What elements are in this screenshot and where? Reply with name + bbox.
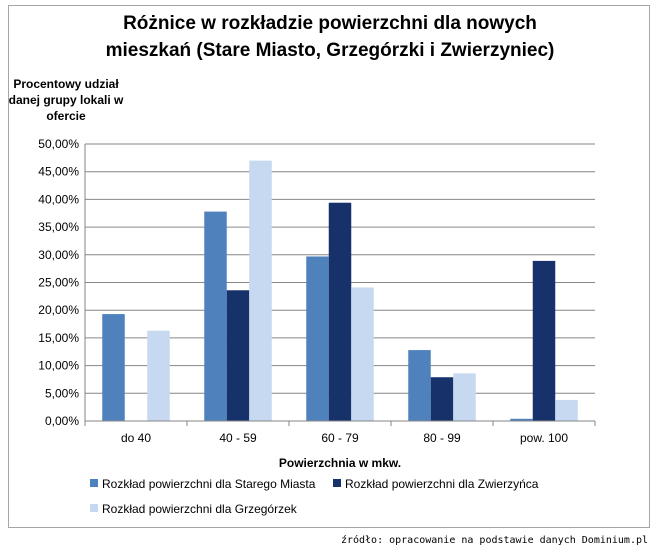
x-tick-labels: do 40 40 - 59 60 - 79 80 - 99 pow. 100	[121, 431, 568, 445]
bar	[453, 373, 476, 421]
bar	[102, 314, 125, 421]
gridlines	[85, 143, 595, 394]
y-tick-labels: 0,00% 5,00% 10,00% 15,00% 20,00% 25,00% 30,00%…	[38, 137, 79, 428]
legend-label-grzegorzki: Rozkład powierzchni dla Grzegórzek	[102, 502, 298, 516]
y-tick-label: 10,00%	[38, 359, 79, 373]
bar	[328, 202, 352, 421]
legend-swatch-zwierzyniec	[333, 479, 341, 487]
x-axis-label: Powierzchnia w mkw.	[279, 456, 401, 470]
y-tick-label: 20,00%	[38, 303, 79, 317]
y-tick-label: 40,00%	[38, 192, 79, 206]
y-axis-label-line-1: Procentowy udział	[13, 77, 119, 91]
legend-label-zwierzyniec: Rozkład powierzchni dla Zwierzyńca	[345, 477, 539, 491]
bar	[555, 399, 578, 421]
y-tick-label: 45,00%	[38, 165, 79, 179]
bar	[408, 350, 431, 421]
legend-swatch-stare-miasto	[90, 479, 98, 487]
bar	[204, 211, 227, 421]
axes	[84, 144, 596, 426]
chart-title-line-1: Różnice w rozkładzie powierzchni dla now…	[123, 13, 537, 34]
x-tick-label: 40 - 59	[219, 431, 257, 445]
legend-label-stare-miasto: Rozkład powierzchni dla Starego Miasta	[102, 477, 316, 491]
y-tick-label: 35,00%	[38, 220, 79, 234]
legend: Rozkład powierzchni dla Starego Miasta R…	[90, 477, 539, 516]
bar	[226, 290, 250, 421]
y-tick-label: 25,00%	[38, 276, 79, 290]
bars	[102, 160, 578, 421]
bar	[147, 330, 170, 421]
x-tick-label: 60 - 79	[321, 431, 359, 445]
bar	[351, 287, 374, 421]
y-tick-label: 30,00%	[38, 248, 79, 262]
x-tick-label: 80 - 99	[423, 431, 461, 445]
bar	[430, 377, 454, 421]
y-tick-label: 15,00%	[38, 331, 79, 345]
x-tick-label: do 40	[121, 431, 151, 445]
y-axis-label-line-3: ofercie	[46, 109, 86, 123]
y-axis-label-line-2: danej grupy lokali w	[9, 93, 124, 107]
bar	[532, 260, 556, 421]
bar	[306, 256, 329, 421]
chart-title-line-2: mieszkań (Stare Miasto, Grzegórzki i Zwi…	[106, 40, 555, 61]
bar	[249, 160, 272, 421]
legend-swatch-grzegorzki	[90, 504, 98, 512]
y-tick-label: 0,00%	[45, 414, 79, 428]
y-tick-label: 50,00%	[38, 137, 79, 151]
bar	[510, 418, 533, 421]
source-note: źródło: opracowanie na podstawie danych …	[340, 535, 648, 546]
x-tick-label: pow. 100	[520, 431, 568, 445]
chart-frame	[8, 5, 650, 528]
y-tick-label: 5,00%	[45, 386, 79, 400]
